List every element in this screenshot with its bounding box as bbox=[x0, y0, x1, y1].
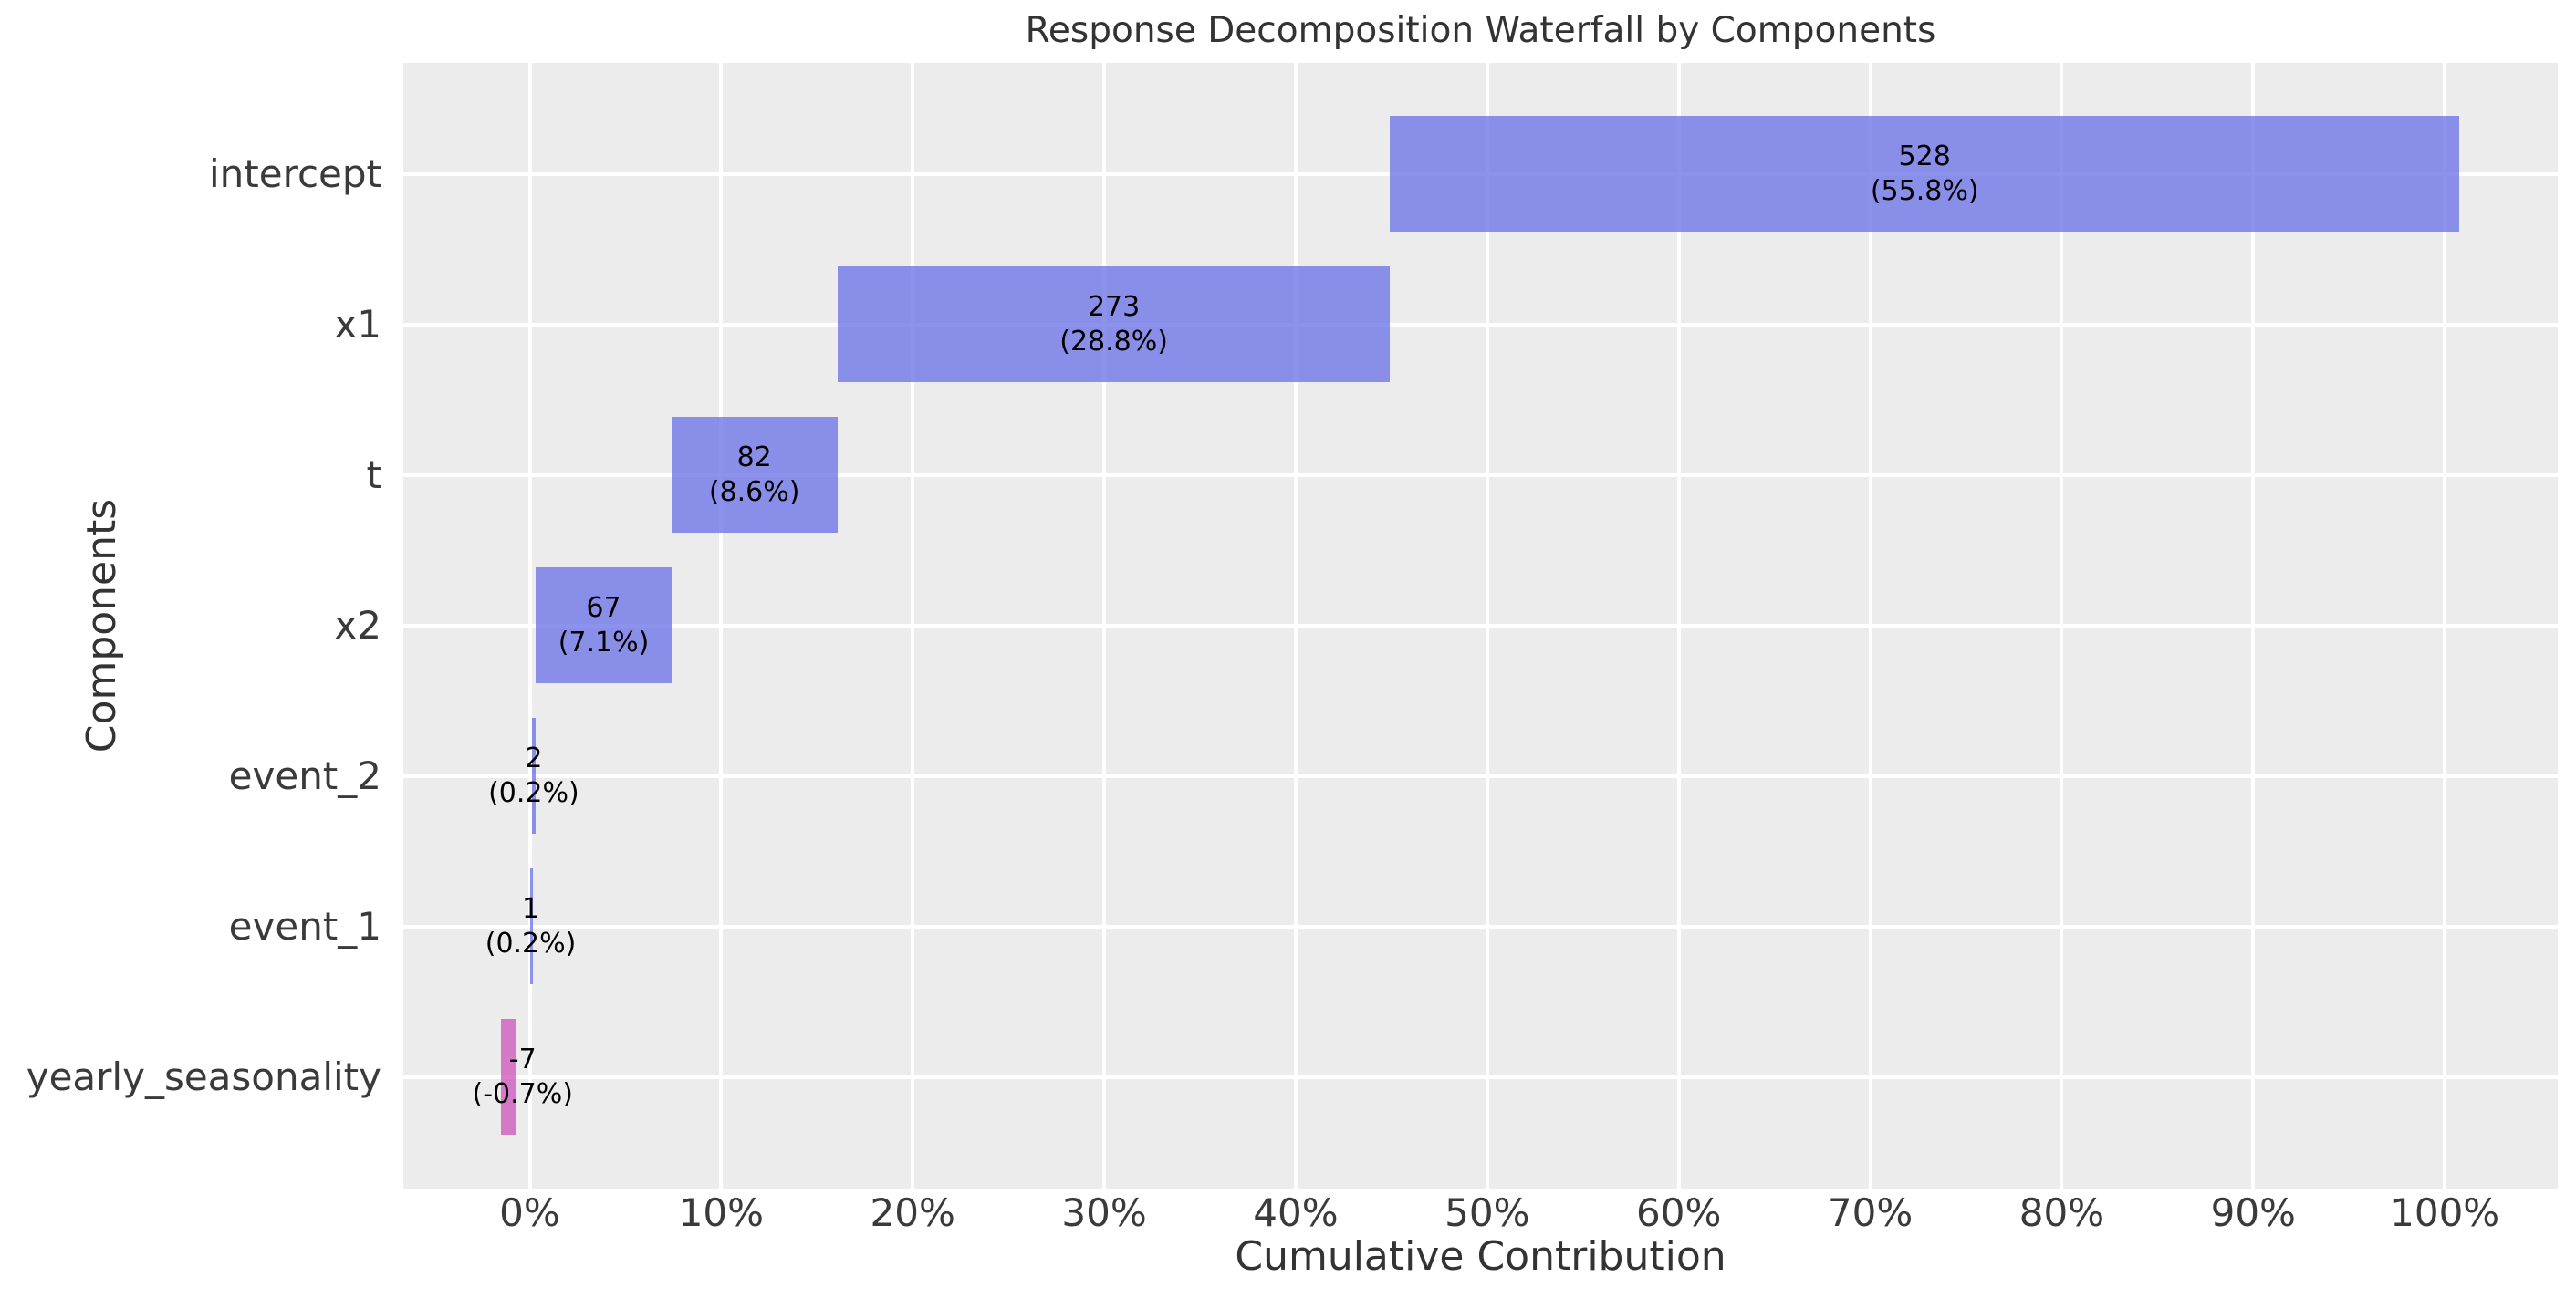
y-tick-label-x1: x1 bbox=[334, 301, 381, 347]
bar-value-label: 67 (7.1%) bbox=[558, 591, 650, 659]
y-tick-label-event_1: event_1 bbox=[228, 903, 381, 949]
waterfall-bar-x1 bbox=[837, 266, 1391, 383]
y-tick-label-t: t bbox=[366, 452, 381, 497]
waterfall-bar-t bbox=[671, 417, 838, 534]
y-tick-label-event_2: event_2 bbox=[228, 753, 381, 798]
x-tick-label: 30% bbox=[1061, 1190, 1147, 1235]
gridline-horizontal bbox=[403, 1075, 2558, 1079]
bar-value-label: 528 (55.8%) bbox=[1870, 140, 1979, 207]
bar-value-label: -7 (-0.7%) bbox=[472, 1043, 573, 1110]
y-tick-label-yearly_seasonality: yearly_seasonality bbox=[26, 1054, 381, 1099]
x-tick-label: 80% bbox=[2018, 1190, 2105, 1235]
gridline-horizontal bbox=[403, 472, 2558, 477]
waterfall-bar-yearly_seasonality bbox=[501, 1019, 516, 1136]
plot-area: 528 (55.8%) 273 (28.8%) 82 (8.6%) 67 (7.1%)… bbox=[403, 63, 2558, 1189]
gridline-horizontal bbox=[403, 623, 2558, 628]
waterfall-bar-intercept bbox=[1390, 116, 2459, 232]
x-tick-label: 0% bbox=[499, 1190, 560, 1235]
y-tick-label-x2: x2 bbox=[334, 602, 381, 648]
gridline-horizontal bbox=[403, 924, 2558, 929]
x-tick-label: 20% bbox=[870, 1190, 955, 1235]
waterfall-bar-x2 bbox=[536, 567, 672, 684]
x-tick-label: 70% bbox=[1827, 1190, 1914, 1235]
y-tick-label-intercept: intercept bbox=[209, 151, 381, 196]
x-tick-label: 40% bbox=[1253, 1190, 1339, 1235]
chart-title: Response Decomposition Waterfall by Comp… bbox=[1025, 10, 1936, 51]
x-tick-label: 90% bbox=[2210, 1190, 2296, 1235]
bar-value-label: 2 (0.2%) bbox=[488, 742, 579, 809]
x-tick-label: 10% bbox=[678, 1190, 765, 1235]
gridline-horizontal bbox=[403, 322, 2558, 327]
waterfall-bar-event_2 bbox=[531, 718, 537, 835]
x-tick-label: 100% bbox=[2390, 1190, 2500, 1235]
x-axis-title: Cumulative Contribution bbox=[1235, 1233, 1726, 1280]
bar-value-label: 1 (0.2%) bbox=[485, 892, 577, 960]
gridline-horizontal bbox=[403, 774, 2558, 778]
x-tick-label: 50% bbox=[1444, 1190, 1530, 1235]
bar-value-label: 82 (8.6%) bbox=[708, 441, 800, 508]
bar-value-label: 273 (28.8%) bbox=[1059, 290, 1168, 358]
x-tick-label: 60% bbox=[1636, 1190, 1722, 1235]
waterfall-bar-event_1 bbox=[529, 868, 533, 985]
